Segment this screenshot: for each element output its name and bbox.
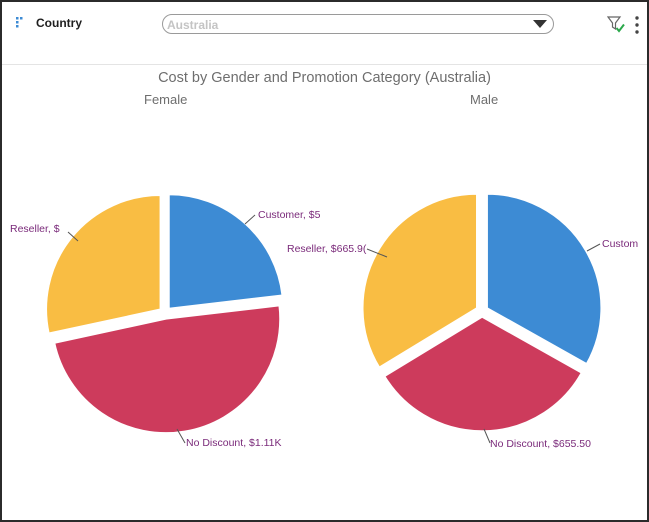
widget-header: Country Australia bbox=[2, 2, 647, 65]
pie-slice-female-reseller[interactable] bbox=[45, 194, 162, 335]
pie-slice-male-customer[interactable] bbox=[486, 193, 602, 365]
pie-slice-male-no-discount[interactable] bbox=[383, 316, 583, 432]
data-label-male-customer: Custom bbox=[602, 238, 638, 250]
filter-check-icon[interactable] bbox=[607, 15, 625, 33]
leader-line bbox=[366, 248, 388, 258]
more-vertical-icon[interactable] bbox=[635, 16, 639, 34]
pie-male: Custom No Discount, $655.50 Reseller, $665… bbox=[287, 193, 638, 450]
country-select-value: Australia bbox=[167, 18, 219, 32]
leader-line bbox=[483, 428, 491, 444]
dimension-icon bbox=[16, 17, 23, 28]
data-label-female-reseller: Reseller, $ bbox=[10, 223, 60, 235]
country-select[interactable]: Australia bbox=[162, 14, 554, 34]
data-label-female-customer: Customer, $5 bbox=[258, 209, 321, 221]
pie-slice-female-no-discount[interactable] bbox=[53, 304, 281, 434]
data-label-male-reseller: Reseller, $665.9( bbox=[287, 243, 367, 255]
pie-female: Customer, $5 No Discount, $1.11K Reseller,… bbox=[10, 193, 321, 449]
leader-line bbox=[67, 231, 79, 242]
panel-title-male: Male bbox=[470, 92, 499, 107]
chart-title: Cost by Gender and Promotion Category (A… bbox=[158, 70, 491, 86]
leader-line bbox=[176, 428, 186, 444]
leader-line bbox=[244, 214, 256, 225]
data-label-female-no-discount: No Discount, $1.11K bbox=[186, 437, 282, 449]
caret-down-icon[interactable] bbox=[533, 20, 547, 28]
data-label-male-no-discount: No Discount, $655.50 bbox=[490, 438, 591, 450]
leader-line bbox=[586, 243, 601, 252]
pie-slice-male-reseller[interactable] bbox=[362, 193, 478, 369]
pie-slice-female-customer[interactable] bbox=[168, 193, 283, 310]
dimension-label: Country bbox=[36, 16, 82, 30]
panel-title-female: Female bbox=[144, 92, 188, 107]
